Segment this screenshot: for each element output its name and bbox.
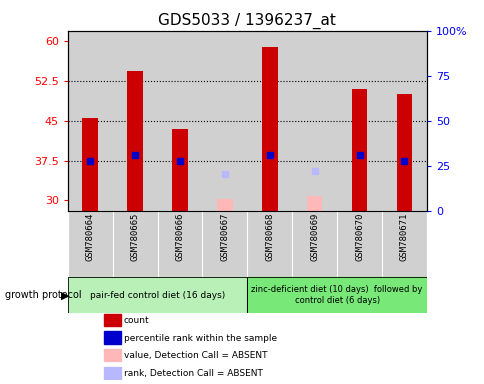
Bar xyxy=(247,277,426,313)
Text: GSM780666: GSM780666 xyxy=(175,213,184,262)
Bar xyxy=(68,211,112,277)
Bar xyxy=(291,31,336,211)
Bar xyxy=(104,314,121,326)
Text: zinc-deficient diet (10 days)  followed by
control diet (6 days): zinc-deficient diet (10 days) followed b… xyxy=(251,285,422,305)
Text: GSM780670: GSM780670 xyxy=(354,213,363,262)
Title: GDS5033 / 1396237_at: GDS5033 / 1396237_at xyxy=(158,13,335,29)
Bar xyxy=(157,211,202,277)
Text: GSM780664: GSM780664 xyxy=(86,213,95,262)
Text: count: count xyxy=(123,316,149,325)
Bar xyxy=(112,211,157,277)
Bar xyxy=(104,331,121,344)
Bar xyxy=(127,71,143,211)
Bar xyxy=(291,211,336,277)
Bar xyxy=(202,211,247,277)
Bar xyxy=(202,31,247,211)
Bar xyxy=(82,118,98,211)
Bar xyxy=(104,349,121,361)
Text: value, Detection Call = ABSENT: value, Detection Call = ABSENT xyxy=(123,351,267,360)
Text: GSM780671: GSM780671 xyxy=(399,213,408,262)
Bar xyxy=(68,31,112,211)
Bar xyxy=(336,31,381,211)
Bar xyxy=(306,196,322,211)
Text: GSM780669: GSM780669 xyxy=(309,213,318,262)
Bar xyxy=(381,211,426,277)
Text: pair-fed control diet (16 days): pair-fed control diet (16 days) xyxy=(90,291,225,300)
Text: ▶: ▶ xyxy=(60,290,69,300)
Text: GSM780665: GSM780665 xyxy=(130,213,139,262)
Bar xyxy=(381,31,426,211)
Bar xyxy=(157,31,202,211)
Bar xyxy=(336,211,381,277)
Text: growth protocol: growth protocol xyxy=(5,290,81,300)
Text: GSM780668: GSM780668 xyxy=(265,213,274,262)
Bar xyxy=(261,46,277,211)
Bar xyxy=(104,367,121,379)
Bar xyxy=(351,89,366,211)
Bar xyxy=(217,199,232,211)
Bar xyxy=(247,211,291,277)
Bar xyxy=(247,31,291,211)
Bar xyxy=(68,277,247,313)
Bar xyxy=(396,94,411,211)
Text: rank, Detection Call = ABSENT: rank, Detection Call = ABSENT xyxy=(123,369,262,378)
Bar xyxy=(112,31,157,211)
Text: percentile rank within the sample: percentile rank within the sample xyxy=(123,334,276,343)
Text: GSM780667: GSM780667 xyxy=(220,213,229,262)
Bar xyxy=(172,129,187,211)
